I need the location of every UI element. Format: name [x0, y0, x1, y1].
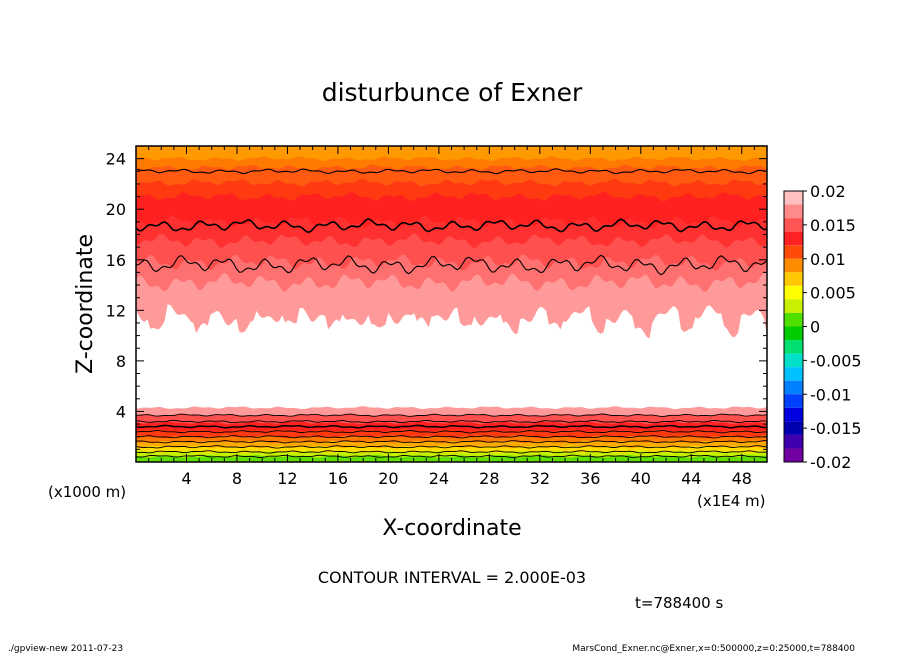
colorbar-labels: 0.02 0.015 0.01 0.005 0 -0.005 -0.01 -0.015 -0.0…: [810, 182, 862, 472]
time-label: t=788400 s: [635, 594, 723, 612]
colorbar-label: 0: [810, 318, 820, 337]
colorbar: [783, 190, 807, 463]
x-tick-label: 8: [232, 469, 242, 488]
colorbar-segment: [784, 272, 803, 286]
x-axis-label: X-coordinate: [382, 516, 521, 541]
y-tick-label: 8: [116, 352, 126, 371]
lower-contour-line: [136, 435, 767, 439]
x-tick-label: 24: [429, 469, 449, 488]
colorbar-label: -0.02: [810, 453, 851, 472]
x-tick-label: 16: [328, 469, 348, 488]
colorbar-label: 0.005: [810, 284, 856, 303]
footer-right: MarsCond_Exner.nc@Exner,x=0:500000,z=0:2…: [572, 644, 855, 654]
lower-contour-line: [136, 419, 767, 424]
lower-contour-line: [136, 430, 767, 434]
colorbar-segment: [784, 258, 803, 273]
colorbar-segment: [784, 340, 803, 354]
colorbar-label: 0.01: [810, 250, 846, 269]
contour-lines: [136, 168, 767, 458]
colorbar-label: -0.005: [810, 351, 862, 370]
x-tick-label: 28: [479, 469, 499, 488]
upper-contour-line: [136, 254, 767, 276]
colorbar-segment: [784, 380, 803, 395]
colorbar-segment: [784, 204, 803, 219]
colorbar-segment: [784, 299, 803, 313]
upper-contour-line: [136, 218, 767, 234]
plot-area: [135, 145, 768, 463]
y-tick-label: 4: [116, 402, 126, 421]
y-axis-label: Z-coordinate: [73, 234, 98, 374]
colorbar-label: 0.02: [810, 182, 846, 201]
x-tick-label: 44: [681, 469, 701, 488]
colorbar-segment: [784, 326, 803, 341]
lower-contour-line: [136, 440, 767, 444]
x-tick-labels: 4 8 12 16 20 24 28 32 36 40 44 48: [181, 469, 752, 488]
colorbar-segment: [784, 353, 803, 368]
x-tick-label: 36: [580, 469, 600, 488]
y-tick-label: 16: [106, 251, 126, 270]
y-unit-label: (x1000 m): [48, 483, 126, 501]
lower-contour-line: [136, 454, 767, 458]
colorbar-label: -0.015: [810, 419, 862, 438]
axis-ticks: [136, 146, 767, 462]
y-tick-label: 20: [106, 200, 126, 219]
lower-contour-line: [136, 450, 767, 454]
colorbar-label: 0.015: [810, 216, 856, 235]
colorbar-segment: [784, 191, 803, 205]
x-tick-label: 4: [181, 469, 191, 488]
x-tick-label: 20: [378, 469, 398, 488]
contour-interval-note: CONTOUR INTERVAL = 2.000E-03: [318, 568, 586, 587]
colorbar-segment: [784, 231, 803, 246]
colorbar-label: -0.01: [810, 385, 851, 404]
y-tick-labels: 4 8 12 16 20 24: [106, 150, 126, 422]
y-tick-label: 12: [106, 301, 126, 320]
x-tick-label: 32: [530, 469, 550, 488]
colorbar-segment: [784, 394, 803, 408]
upper-contour-line: [136, 168, 767, 175]
colorbar-segment: [784, 312, 803, 327]
x-tick-label: 48: [732, 469, 752, 488]
lower-contour-line: [136, 424, 767, 429]
y-tick-label: 24: [106, 150, 126, 169]
x-tick-label: 40: [631, 469, 651, 488]
contour-fills: [136, 146, 767, 462]
colorbar-segment: [784, 285, 803, 300]
colorbar-segment: [784, 434, 803, 449]
colorbar-segment: [784, 245, 803, 259]
lower-contour-line: [136, 445, 767, 449]
x-unit-label: (x1E4 m): [697, 492, 766, 510]
colorbar-segment: [784, 407, 803, 422]
zero-gap-region: [136, 304, 767, 411]
x-tick-label: 12: [277, 469, 297, 488]
colorbar-segment: [784, 448, 803, 462]
colorbar-segment: [784, 218, 803, 232]
lower-contour-line: [136, 413, 767, 417]
colorbar-segment: [784, 421, 803, 435]
colorbar-segment: [784, 367, 803, 381]
chart-title: disturbunce of Exner: [322, 78, 583, 107]
footer-left: ./gpview-new 2011-07-23: [8, 644, 123, 654]
